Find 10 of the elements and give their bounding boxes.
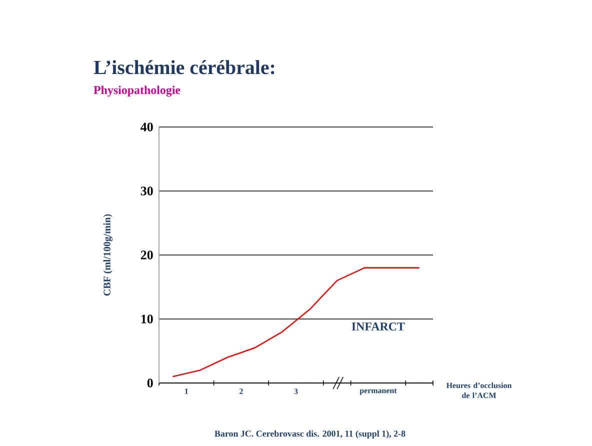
annotation: INFARCT [352, 322, 405, 331]
y-tick-label: 30 [140, 186, 153, 196]
y-tick-label: 20 [140, 250, 153, 260]
y-tick-label: 40 [140, 122, 153, 132]
y-tick-label: 0 [147, 378, 153, 388]
chart-subtitle: Physiopathologie [94, 86, 180, 97]
chart-title: L’ischémie cérébrale: [94, 60, 274, 74]
y-axis-title: CBF (ml/100g/min) [103, 214, 112, 296]
text: Baron JC. Cerebrovasc dis. 2001, 11 (suppl 1), 2-8 [214, 430, 406, 438]
y-tick-label: 10 [141, 314, 153, 324]
